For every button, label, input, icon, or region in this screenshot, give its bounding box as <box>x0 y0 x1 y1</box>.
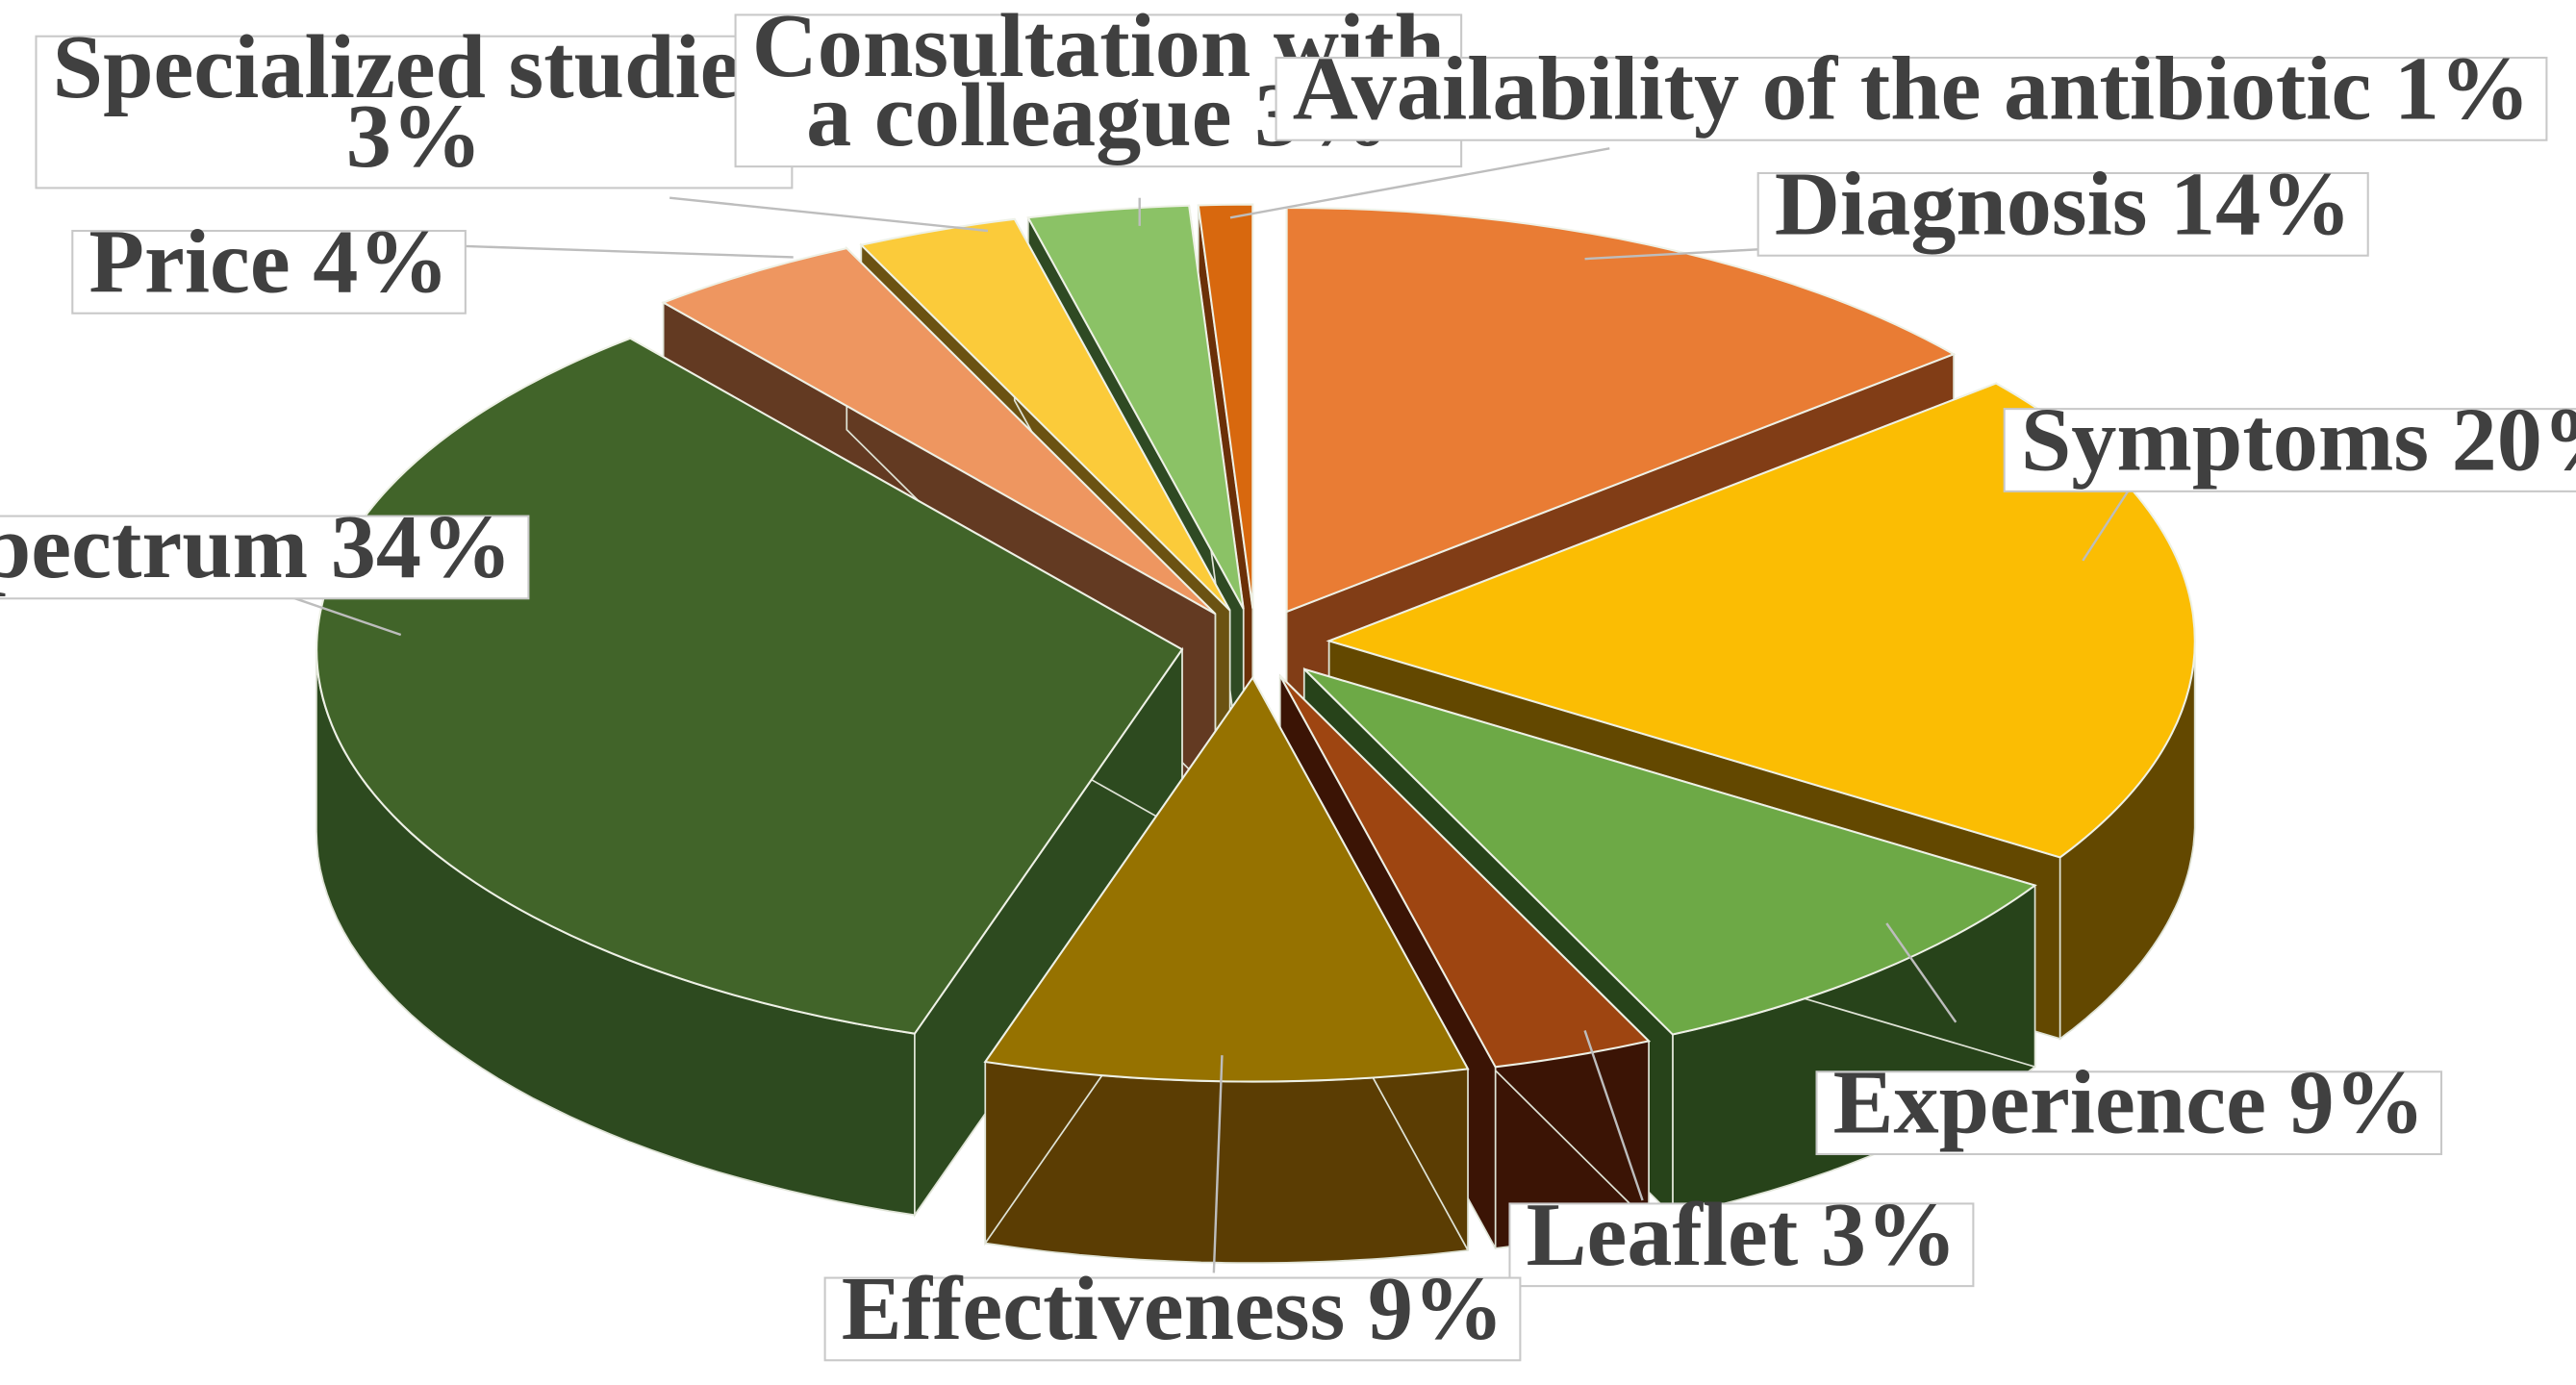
data-label-box-effectiveness <box>823 1276 1522 1362</box>
data-label-box-price <box>71 229 467 315</box>
data-label-box-diagnosis <box>1756 171 2369 257</box>
data-label-specialized-studies-line-1: Specialized studies <box>53 17 776 117</box>
data-label-box-spectrum <box>0 515 530 600</box>
data-label-box-experience <box>1815 1070 2443 1156</box>
data-label-box-leaflet <box>1508 1202 1975 1288</box>
leader-line-experience <box>1885 922 1957 1023</box>
data-label-spectrum: Spectrum 34% <box>0 497 512 597</box>
data-label-box-symptoms <box>2003 408 2576 492</box>
leader-line-spectrum <box>290 595 402 637</box>
slice-effectiveness <box>983 675 1470 1083</box>
leader-line-specialized-studies <box>669 196 989 233</box>
slice-leaflet <box>1278 674 1652 1069</box>
data-label-box-availability-of-the-antibiotic <box>1275 56 2548 141</box>
data-label-price: Price 4% <box>88 212 448 312</box>
data-label-specialized-studies-line-2: 3% <box>346 87 482 187</box>
slice-specialized-studies <box>859 217 1231 612</box>
leader-line-leaflet <box>1583 1030 1644 1201</box>
slice-consultation-with-a-colleague <box>1026 204 1245 610</box>
slice-spectrum <box>316 337 1184 1035</box>
leader-line-price <box>402 242 794 259</box>
data-label-leaflet: Leaflet 3% <box>1527 1185 1957 1285</box>
data-label-diagnosis: Diagnosis 14% <box>1775 154 2352 254</box>
data-label-symptoms: Symptoms 20% <box>2021 390 2576 491</box>
leader-line-symptoms <box>2082 489 2131 562</box>
leader-line-effectiveness <box>1212 1055 1224 1273</box>
leader-line-availability-of-the-antibiotic <box>1229 147 1610 219</box>
slice-experience <box>1303 667 2037 1036</box>
data-label-availability-of-the-antibiotic: Availability of the antibiotic 1% <box>1293 38 2531 138</box>
data-label-experience: Experience 9% <box>1833 1053 2425 1153</box>
slice-availability-of-the-antibiotic <box>1197 203 1254 609</box>
pie-top-layer <box>316 203 2196 1083</box>
slice-diagnosis <box>1285 206 1957 614</box>
slice-price <box>661 247 1217 616</box>
data-label-effectiveness: Effectiveness 9% <box>842 1259 1504 1359</box>
leader-lines <box>290 147 2131 1273</box>
